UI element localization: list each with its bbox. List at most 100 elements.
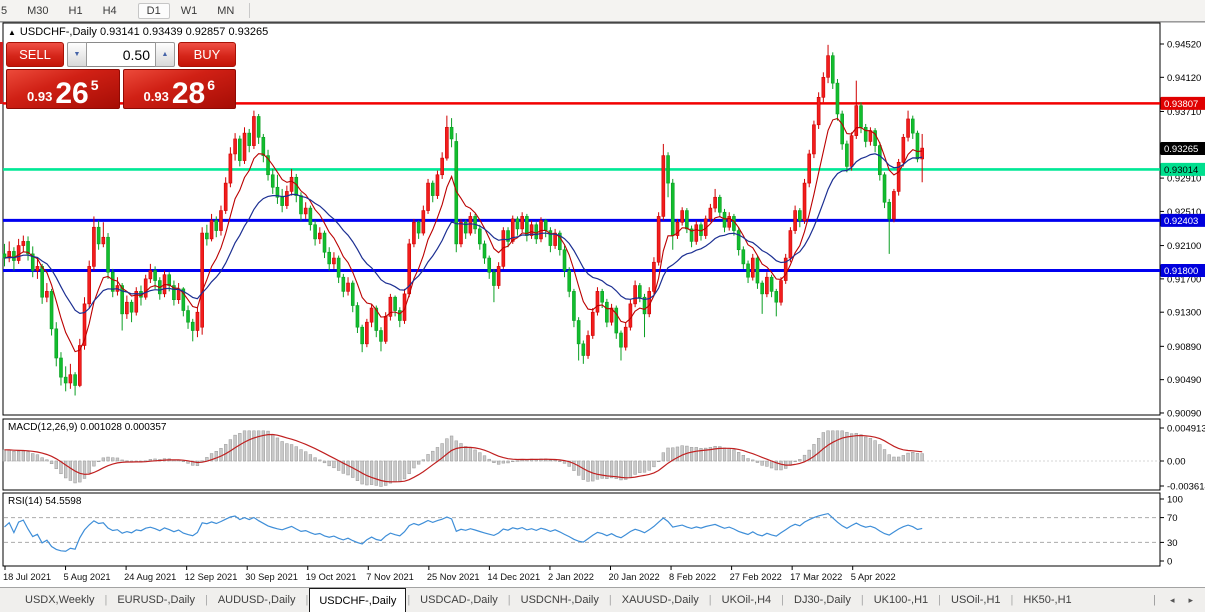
timeframe-button-h4[interactable]: H4	[102, 4, 117, 17]
macd-histogram-bar	[548, 459, 553, 462]
chart-tab-uk100-h1[interactable]: UK100-,H1	[873, 594, 929, 606]
candle-body	[656, 216, 661, 263]
candle-body	[190, 321, 195, 331]
macd-histogram-bar	[214, 451, 218, 462]
date-label: 25 Nov 2021	[427, 572, 480, 582]
chart-tab-eurusd-daily[interactable]: EURUSD-,Daily	[117, 594, 195, 606]
macd-histogram-bar	[365, 460, 369, 486]
macd-histogram-bar	[35, 454, 40, 462]
macd-histogram-bar	[892, 456, 896, 462]
macd-histogram-bar	[111, 457, 115, 462]
macd-histogram-bar	[7, 449, 11, 462]
candle-body	[365, 321, 369, 345]
candle-body	[463, 221, 468, 234]
collapse-icon[interactable]: ▲	[8, 28, 16, 37]
sell-price-button[interactable]: 0.93 26 5	[6, 69, 120, 109]
timeframe-button-w1[interactable]: W1	[180, 4, 198, 17]
tab-scroll-right-icon[interactable]: ▸	[1188, 594, 1193, 605]
candle-body	[219, 210, 223, 231]
rsi-line	[4, 512, 923, 552]
date-label: 20 Jan 2022	[609, 572, 660, 582]
candle-body	[506, 230, 510, 242]
candle-body	[388, 296, 393, 317]
buy-price-sup: 6	[207, 77, 215, 93]
ma-slow-line	[4, 153, 923, 315]
candle-body	[783, 257, 788, 281]
chart-tab-usdcnh-daily[interactable]: USDCNH-,Daily	[520, 594, 599, 606]
macd-histogram-bar	[760, 460, 764, 466]
rsi-label: RSI(14) 54.5598	[8, 496, 82, 507]
macd-histogram-bar	[87, 460, 91, 474]
macd-histogram-bar	[398, 460, 402, 482]
macd-histogram-bar	[16, 450, 21, 462]
timeframe-button-h1[interactable]: H1	[68, 4, 83, 17]
macd-histogram-bar	[746, 458, 750, 462]
candle-body	[685, 210, 689, 230]
macd-histogram-bar	[506, 460, 510, 464]
candle-body	[30, 253, 35, 271]
candle-body	[430, 182, 435, 196]
chart-tab-bar: USDX,Weekly | EURUSD-,Daily | AUDUSD-,Daily |…	[0, 587, 1205, 612]
macd-histogram-bar	[722, 447, 727, 462]
candle-body	[332, 257, 336, 265]
timeframe-button-5[interactable]: 5	[1, 4, 8, 17]
symbol-label: USDCHF-,Daily	[19, 26, 97, 38]
macd-histogram-bar	[322, 460, 327, 464]
chart-tab-xauusd-daily[interactable]: XAUUSD-,Daily	[621, 594, 699, 606]
chart-tab-usoil-h1[interactable]: USOil-,H1	[951, 594, 1001, 606]
candle-body	[383, 316, 388, 342]
timeframe-button-d1[interactable]: D1	[137, 2, 170, 19]
macd-histogram-bar	[21, 450, 25, 462]
candle-body	[694, 224, 699, 242]
candle-body	[529, 224, 534, 236]
candle-body	[708, 207, 713, 220]
candle-body	[228, 153, 233, 184]
candle-body	[77, 345, 82, 386]
rsi-pane-frame	[2, 492, 1161, 567]
sell-button[interactable]: SELL	[6, 42, 64, 67]
price-badge-text: 0.93807	[1164, 99, 1198, 110]
timeframe-button-mn[interactable]: MN	[217, 4, 235, 17]
macd-histogram-bar	[901, 455, 905, 462]
buy-button[interactable]: BUY	[178, 42, 236, 67]
candle-body	[327, 251, 332, 265]
chart-tab-dj30-daily[interactable]: DJ30-,Daily	[794, 594, 851, 606]
macd-histogram-bar	[266, 430, 270, 462]
chart-tab-usdcad-daily[interactable]: USDCAD-,Daily	[420, 594, 498, 606]
macd-histogram-bar	[558, 460, 562, 462]
chart-tab-usdx-weekly[interactable]: USDX,Weekly	[25, 594, 95, 606]
chart-tab-hk50-h1[interactable]: HK50-,H1	[1023, 594, 1072, 606]
candle-body	[670, 182, 675, 236]
buy-price-big: 28	[171, 76, 206, 110]
macd-label: MACD(12,26,9) 0.001028 0.000357	[8, 422, 167, 433]
macd-histogram-bar	[242, 430, 247, 462]
macd-histogram-bar	[807, 449, 811, 462]
tab-scroll-left-icon[interactable]: ◂	[1169, 594, 1175, 605]
macd-histogram-bar	[652, 460, 656, 468]
volume-input[interactable]	[87, 42, 155, 67]
candle-body	[26, 241, 30, 255]
candle-body	[134, 291, 139, 313]
date-label: 12 Sep 2021	[185, 572, 238, 582]
tab-separator: |	[104, 594, 108, 606]
macd-histogram-bar	[369, 460, 374, 485]
candle-body	[209, 220, 214, 240]
chart-tab-ukoil-h4[interactable]: UKOil-,H4	[721, 594, 772, 606]
chart-tab-audusd-daily[interactable]: AUDUSD-,Daily	[217, 594, 296, 606]
macd-histogram-bar	[553, 459, 557, 462]
sell-price-sup: 5	[90, 77, 99, 93]
macd-histogram-bar	[261, 430, 265, 462]
buy-price-button[interactable]: 0.93 28 6	[122, 69, 236, 110]
volume-increase-button[interactable]: ▲	[155, 42, 175, 67]
candle-body	[421, 210, 426, 234]
timeframe-button-m30[interactable]: M30	[27, 4, 49, 17]
macd-histogram-bar	[59, 460, 63, 475]
candle-body	[558, 232, 562, 251]
price-badge-0.93014	[1160, 162, 1205, 176]
candle-body	[402, 293, 407, 321]
volume-decrease-button[interactable]: ▼	[67, 42, 87, 67]
candle-body	[275, 186, 280, 198]
candle-body	[868, 130, 873, 142]
chart-tab-usdchf-daily[interactable]: USDCHF-,Daily	[309, 588, 407, 612]
